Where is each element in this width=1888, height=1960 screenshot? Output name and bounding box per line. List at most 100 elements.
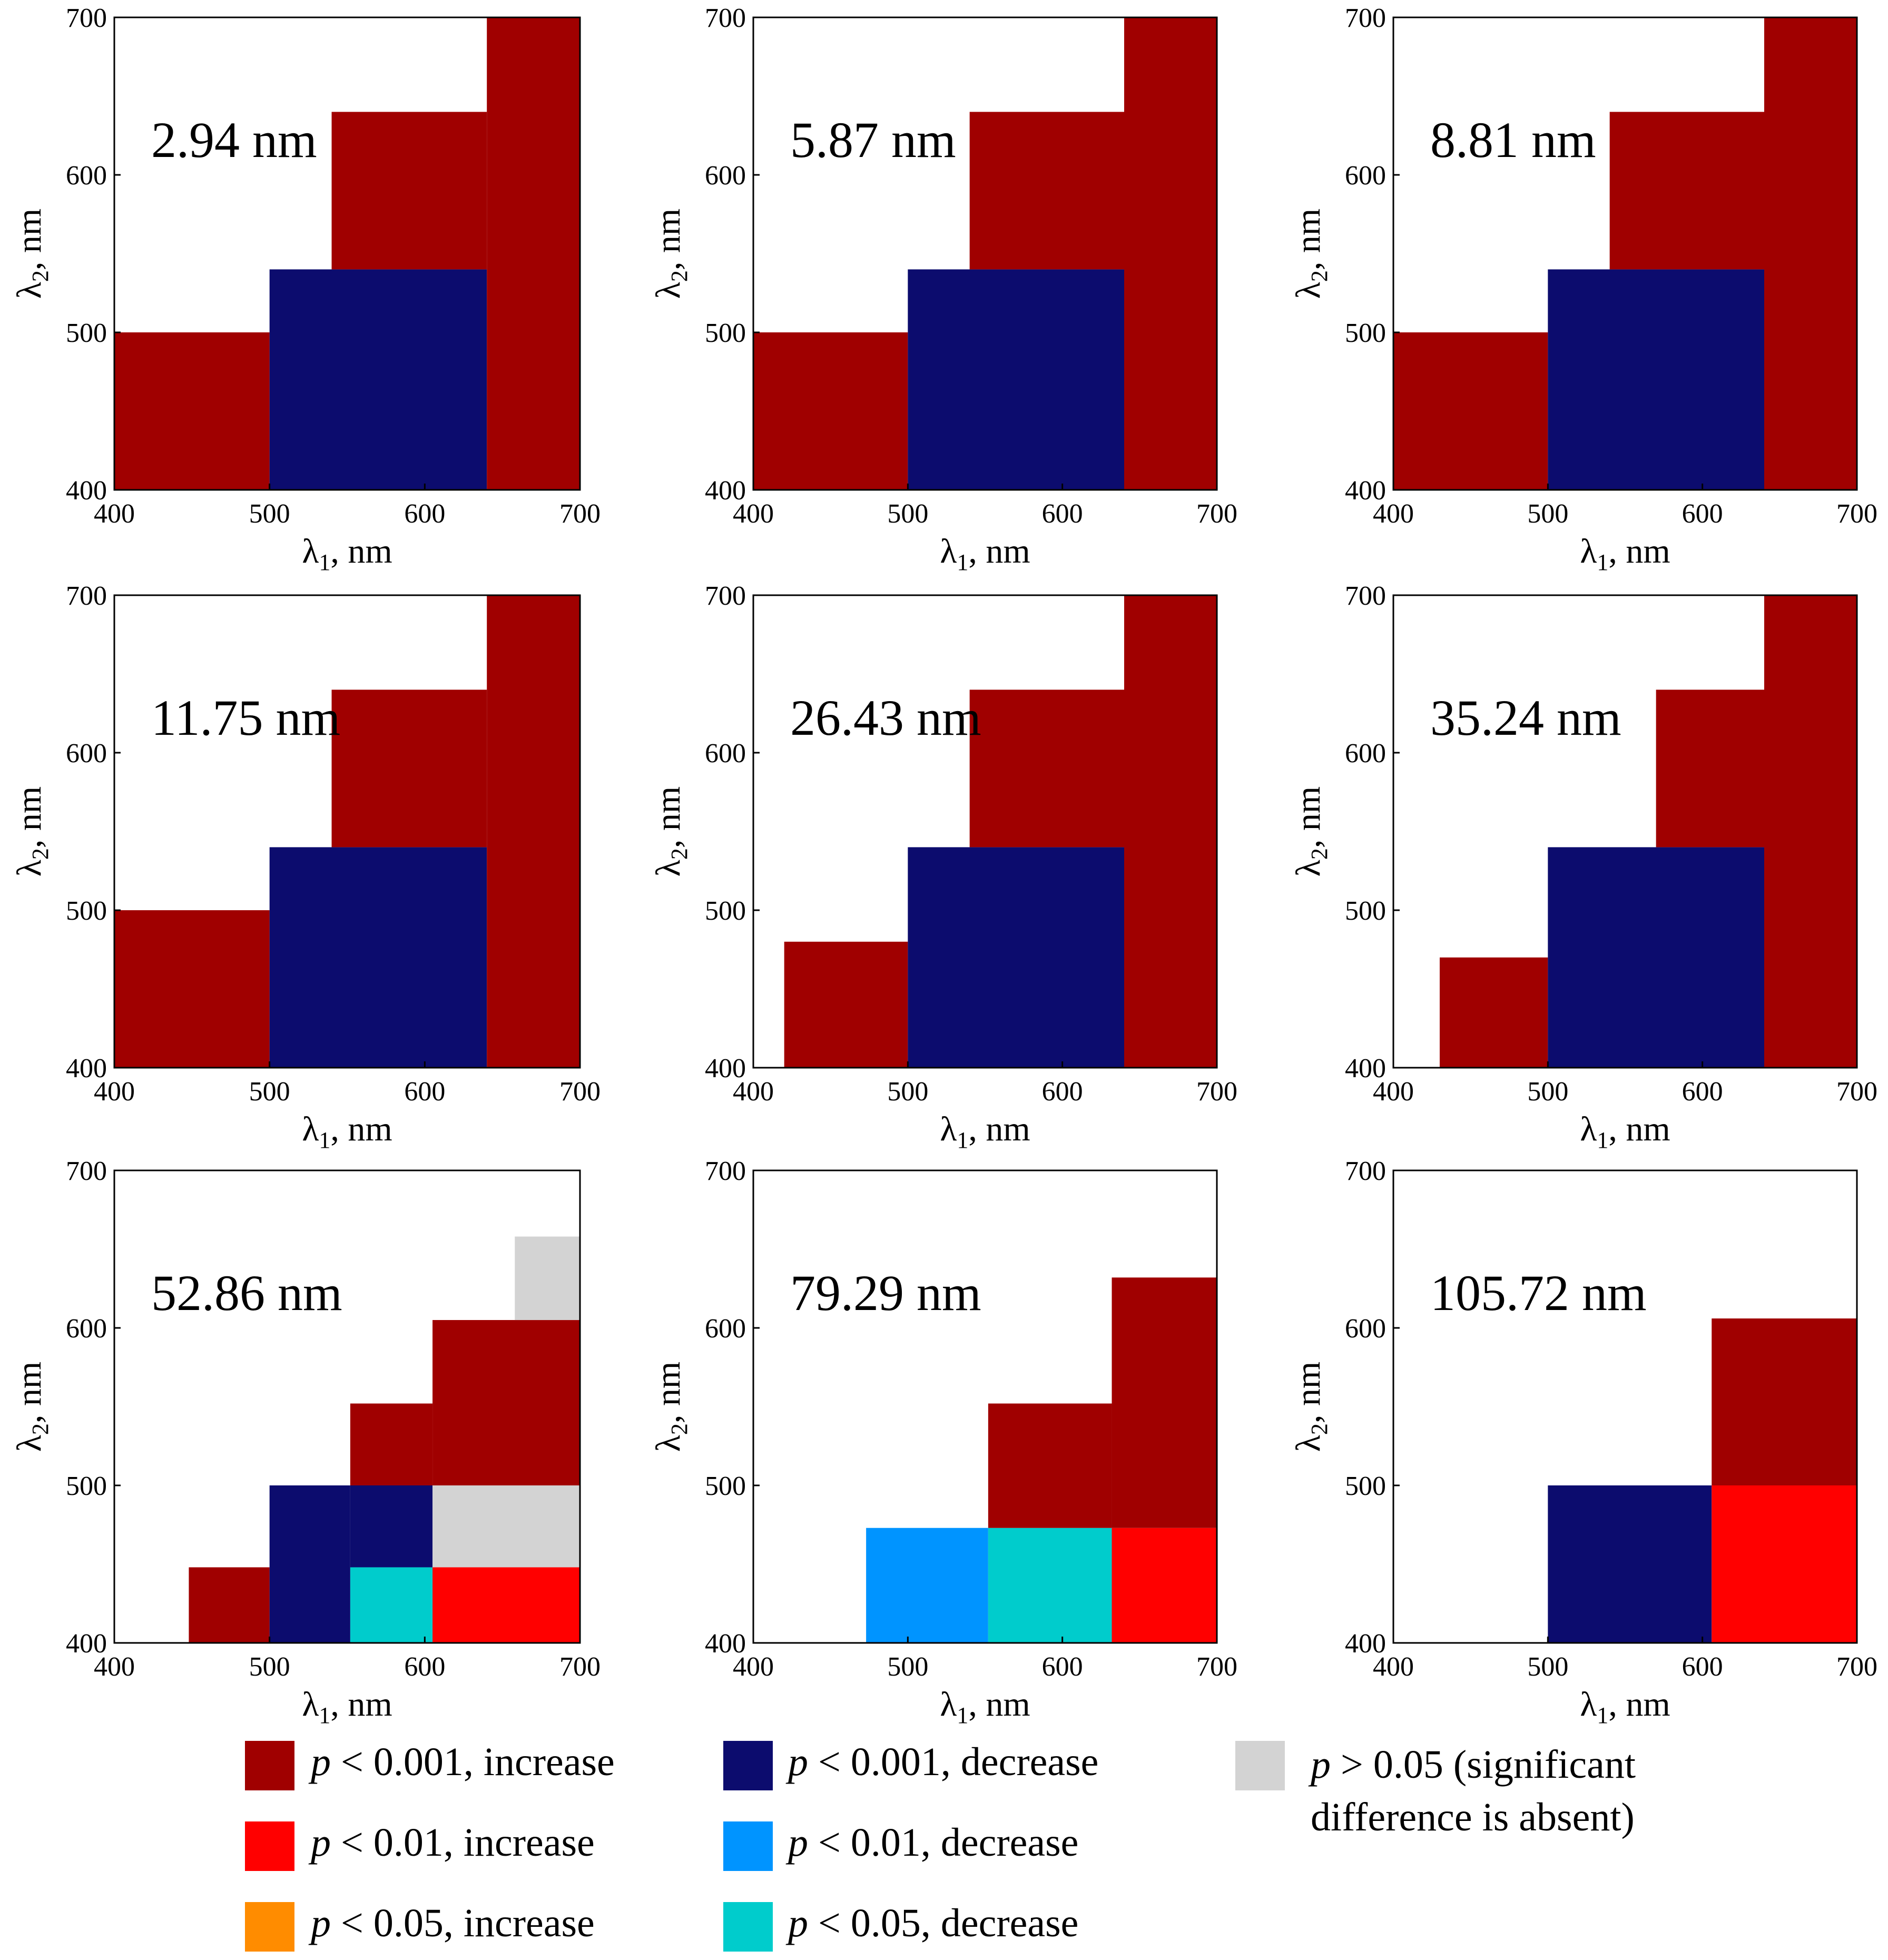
y-axis-label: λ2, nm: [649, 786, 692, 876]
heatmap-panel-6: 400 500 600 700 400 500 600 700 35.24 nm λ1, nm λ2…: [1289, 581, 1877, 1153]
panel-title: 52.86 nm: [151, 1265, 342, 1321]
heatmap-cell: [515, 1236, 580, 1321]
y-tick-label: 500: [1345, 896, 1386, 926]
panel-title: 5.87 nm: [790, 112, 956, 168]
heatmap-cell: [114, 910, 270, 1068]
heatmap-cell: [1124, 17, 1217, 490]
x-tick-label: 600: [1682, 1077, 1723, 1107]
x-axis-label: λ1, nm: [302, 1685, 392, 1728]
x-tick-label: 700: [559, 499, 601, 529]
heatmap-panel-2: 400 500 600 700 400 500 600 700 5.87 nm λ1, nm λ2,…: [649, 3, 1237, 575]
x-tick-label: 400: [94, 1077, 135, 1107]
x-tick-label: 500: [249, 499, 290, 529]
legend-swatch: [245, 1902, 294, 1952]
heatmap-panel-3: 400 500 600 700 400 500 600 700 8.81 nm λ1, nm λ2,…: [1289, 3, 1877, 575]
legend-label-text: < 0.001, increase: [331, 1740, 615, 1784]
heatmap-cell: [969, 112, 1124, 270]
plot-frame: [752, 16, 1218, 491]
heatmap-cell: [1764, 17, 1857, 490]
plot-frame: [113, 594, 581, 1069]
legend-label: p < 0.01, increase: [311, 1816, 595, 1869]
x-tick-label: 700: [1196, 1077, 1237, 1107]
y-axis-label: λ2, nm: [10, 786, 53, 876]
x-tick-label: 500: [249, 1077, 290, 1107]
y-tick-label: 600: [1345, 1314, 1386, 1344]
x-tick-label: 600: [1042, 499, 1083, 529]
x-tick-label: 600: [404, 1652, 445, 1682]
y-axis-label: λ2, nm: [649, 1362, 692, 1452]
x-axis-label: λ1, nm: [940, 532, 1030, 575]
y-axis-label: λ2, nm: [649, 209, 692, 299]
legend-p-variable: p: [311, 1820, 331, 1865]
x-tick-label: 400: [733, 499, 774, 529]
y-tick-label: 400: [705, 1053, 746, 1084]
y-tick-label: 500: [1345, 318, 1386, 348]
heatmap-panel-7: 400 500 600 700 400 500 600 700 52.86 nm λ1, nm λ2…: [10, 1156, 601, 1728]
plot-frame: [752, 594, 1218, 1069]
heatmap-cell: [1548, 1485, 1712, 1643]
heatmap-cell: [269, 1485, 350, 1643]
x-axis-label: λ1, nm: [1580, 1685, 1670, 1728]
legend-p-variable: p: [788, 1740, 808, 1784]
plot-frame: [1392, 1169, 1858, 1644]
y-axis-label: λ2, nm: [1289, 786, 1332, 876]
y-tick-label: 400: [1345, 476, 1386, 506]
legend-label: p < 0.001, increase: [311, 1736, 615, 1788]
legend-label-text: < 0.01, increase: [331, 1820, 595, 1865]
heatmap-cell: [350, 1403, 433, 1485]
y-tick-label: 500: [1345, 1471, 1386, 1501]
heatmap-cell: [114, 332, 270, 490]
plot-frame: [1392, 16, 1858, 491]
legend-label-text: < 0.001, decrease: [808, 1740, 1099, 1784]
plot-frame: [113, 16, 581, 491]
heatmap-cell: [1548, 269, 1764, 490]
heatmap-panel-9: 400 500 600 700 400 500 600 700 105.72 nm λ1, nm λ…: [1289, 1156, 1877, 1728]
panel-title: 8.81 nm: [1430, 112, 1596, 168]
heatmap-cell: [1656, 690, 1764, 848]
x-tick-label: 400: [1373, 499, 1414, 529]
heatmap-cell: [988, 1403, 1112, 1528]
heatmap-cell: [269, 269, 487, 490]
x-tick-label: 700: [1196, 1652, 1237, 1682]
heatmap-panel-8: 400 500 600 700 400 500 600 700 79.29 nm λ1, nm λ2…: [649, 1156, 1237, 1728]
heatmap-cell: [331, 112, 487, 270]
heatmap-cell: [487, 595, 580, 1068]
legend-label: p < 0.05, decrease: [788, 1897, 1078, 1949]
y-tick-label: 700: [1345, 1156, 1386, 1186]
legend-p-variable: p: [311, 1901, 331, 1945]
y-tick-label: 400: [705, 476, 746, 506]
panel-title: 35.24 nm: [1430, 690, 1621, 746]
plot-frame: [113, 1169, 581, 1644]
heatmap-cell: [784, 941, 908, 1068]
legend-p-variable: p: [311, 1740, 331, 1784]
legend-label: p > 0.05 (significant difference is absen…: [1311, 1738, 1636, 1844]
legend-swatch: [1235, 1741, 1285, 1790]
y-axis-label: λ2, nm: [1289, 209, 1332, 299]
x-axis-label: λ1, nm: [940, 1110, 1030, 1153]
legend-swatch: [245, 1821, 294, 1871]
panel-title: 105.72 nm: [1430, 1265, 1647, 1321]
legend-swatch: [245, 1741, 294, 1790]
y-tick-label: 700: [705, 1156, 746, 1186]
x-tick-label: 400: [94, 1652, 135, 1682]
heatmap-cell: [487, 17, 580, 490]
x-tick-label: 400: [1373, 1077, 1414, 1107]
x-tick-label: 600: [1042, 1652, 1083, 1682]
panel-title: 26.43 nm: [790, 690, 981, 746]
legend-swatch: [723, 1821, 773, 1871]
legend-p-variable: p: [1311, 1742, 1331, 1787]
x-tick-label: 500: [249, 1652, 290, 1682]
x-tick-label: 600: [1042, 1077, 1083, 1107]
heatmap-cell: [866, 1528, 988, 1643]
heatmap-panel-1: 400 500 600 700 400 500 600 700 2.94 nm λ1, nm λ2,…: [10, 3, 601, 575]
y-tick-label: 700: [1345, 3, 1386, 33]
x-tick-label: 500: [887, 499, 928, 529]
heatmap-cell: [1112, 1277, 1217, 1528]
y-tick-label: 700: [66, 581, 107, 611]
panel-title: 2.94 nm: [151, 112, 317, 168]
x-tick-label: 400: [94, 499, 135, 529]
y-tick-label: 400: [705, 1629, 746, 1659]
y-axis-label: λ2, nm: [10, 1362, 53, 1452]
heatmap-cell: [1609, 112, 1764, 270]
